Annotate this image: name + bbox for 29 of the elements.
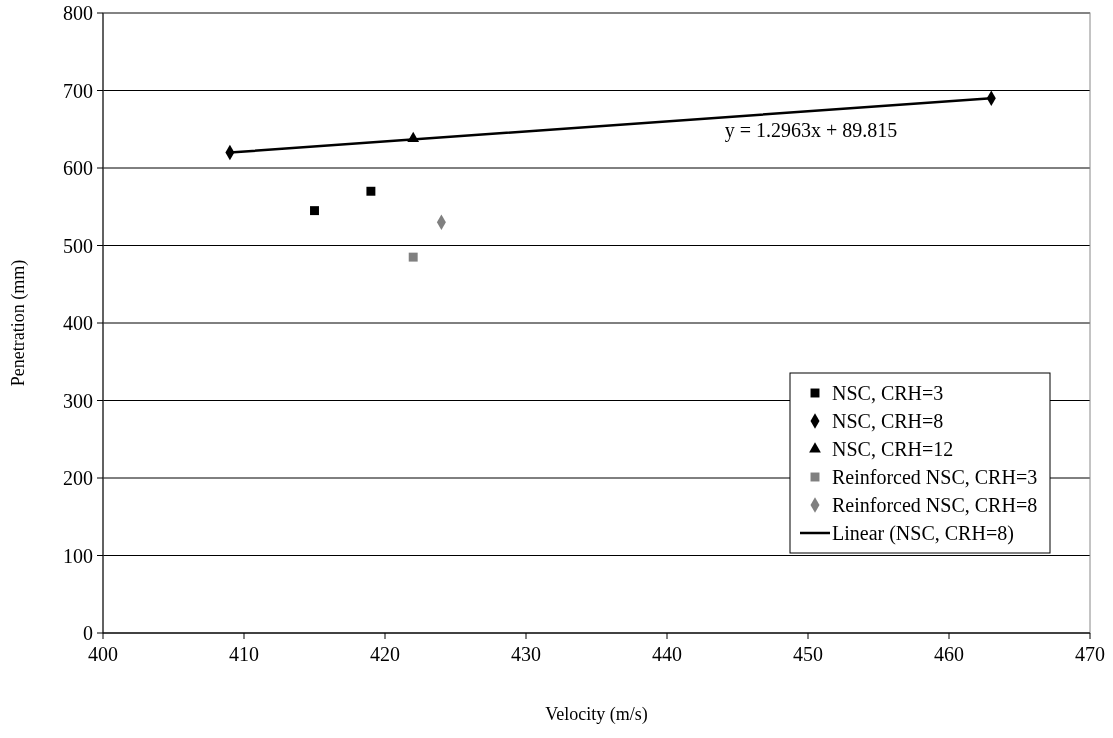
annotation: y = 1.2963x + 89.815 <box>724 119 898 142</box>
y-axis-title: Penetration (mm) <box>8 259 29 387</box>
y-tick-label: 200 <box>63 467 93 489</box>
x-tick-label: 420 <box>370 643 400 665</box>
x-tick-label: 430 <box>511 643 541 665</box>
y-tick-label: 0 <box>83 622 93 644</box>
y-tick-label: 700 <box>63 79 93 102</box>
y-tick-label: 500 <box>63 234 93 257</box>
y-tick-label: 400 <box>63 312 93 334</box>
x-axis-title: Velocity (m/s) <box>545 704 648 725</box>
y-tick-label: 300 <box>63 389 93 412</box>
x-tick-label: 440 <box>652 643 682 665</box>
point <box>366 186 376 196</box>
point <box>408 252 418 262</box>
y-tick-label: 800 <box>63 2 93 24</box>
x-tick-label: 410 <box>229 643 259 665</box>
x-tick-label: 400 <box>88 643 118 665</box>
legend-label: NSC, CRH=3 <box>832 382 944 404</box>
x-tick-label: 450 <box>793 643 823 665</box>
legend-label: NSC, CRH=8 <box>832 410 944 432</box>
legend-label: Reinforced NSC, CRH=8 <box>832 494 1038 516</box>
legend-label: Linear (NSC, CRH=8) <box>832 522 1014 545</box>
y-tick-label: 100 <box>63 544 93 567</box>
y-tick-label: 600 <box>63 157 93 179</box>
legend-label: Reinforced NSC, CRH=3 <box>832 466 1038 488</box>
legend-label: NSC, CRH=12 <box>832 438 954 460</box>
x-tick-label: 460 <box>934 643 964 665</box>
point <box>310 206 319 216</box>
x-tick-label: 470 <box>1075 643 1105 665</box>
